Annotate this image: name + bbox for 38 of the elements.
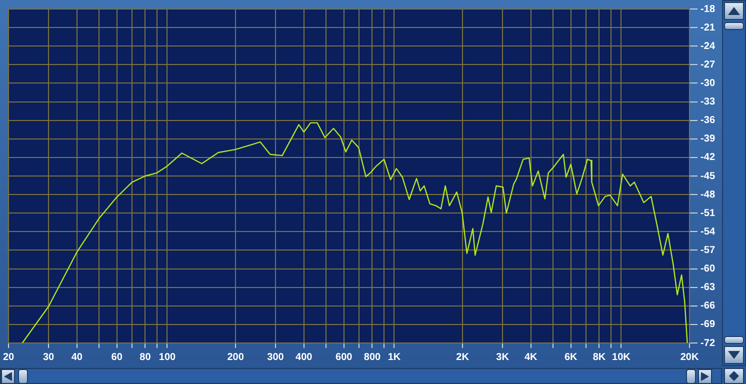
y-tick-label: -63 xyxy=(700,282,716,294)
x-tick-label: 10K xyxy=(612,352,632,363)
x-tick-label: 8K xyxy=(592,352,606,363)
x-tick-label: 300 xyxy=(267,352,284,363)
y-tick-label: -60 xyxy=(700,264,716,275)
x-tick-label: 800 xyxy=(364,352,381,363)
x-tick-label: 2K xyxy=(456,352,470,363)
x-tick-label: 100 xyxy=(158,352,176,363)
y-tick-label: -30 xyxy=(700,78,716,89)
x-tick-label: 1K xyxy=(388,352,402,363)
x-tick-label: 600 xyxy=(336,352,353,363)
x-tick-label: 6K xyxy=(564,352,578,363)
y-tick-label: -45 xyxy=(700,170,716,182)
x-tick-label: 30 xyxy=(42,352,55,363)
x-tick-label: 400 xyxy=(296,352,313,363)
y-tick-label: -21 xyxy=(700,22,716,34)
y-tick-label: -39 xyxy=(700,134,716,145)
x-tick-label: 20 xyxy=(3,352,15,363)
x-tick-label: 20K xyxy=(680,352,700,363)
x-tick-label: 40 xyxy=(71,352,83,363)
y-tick-label: -51 xyxy=(700,208,716,219)
y-tick-label: -24 xyxy=(700,40,716,52)
y-tick-label: -57 xyxy=(700,244,716,256)
x-tick-label: 60 xyxy=(111,352,123,363)
x-tick-label: 80 xyxy=(140,352,152,363)
y-tick-label: -36 xyxy=(700,115,716,126)
x-tick-label: 3K xyxy=(496,352,510,363)
y-tick-label: -33 xyxy=(700,96,716,108)
y-tick-label: -72 xyxy=(700,338,716,349)
x-tick-label: 4K xyxy=(524,352,538,363)
y-tick-label: -54 xyxy=(700,226,716,238)
y-tick-label: -48 xyxy=(700,189,716,200)
y-tick-label: -69 xyxy=(700,319,716,330)
y-tick-label: -42 xyxy=(700,152,716,164)
y-tick-label: -27 xyxy=(700,59,716,70)
x-tick-label: 200 xyxy=(227,352,244,363)
y-tick-label: -18 xyxy=(700,4,716,15)
y-tick-label: -66 xyxy=(700,300,716,312)
